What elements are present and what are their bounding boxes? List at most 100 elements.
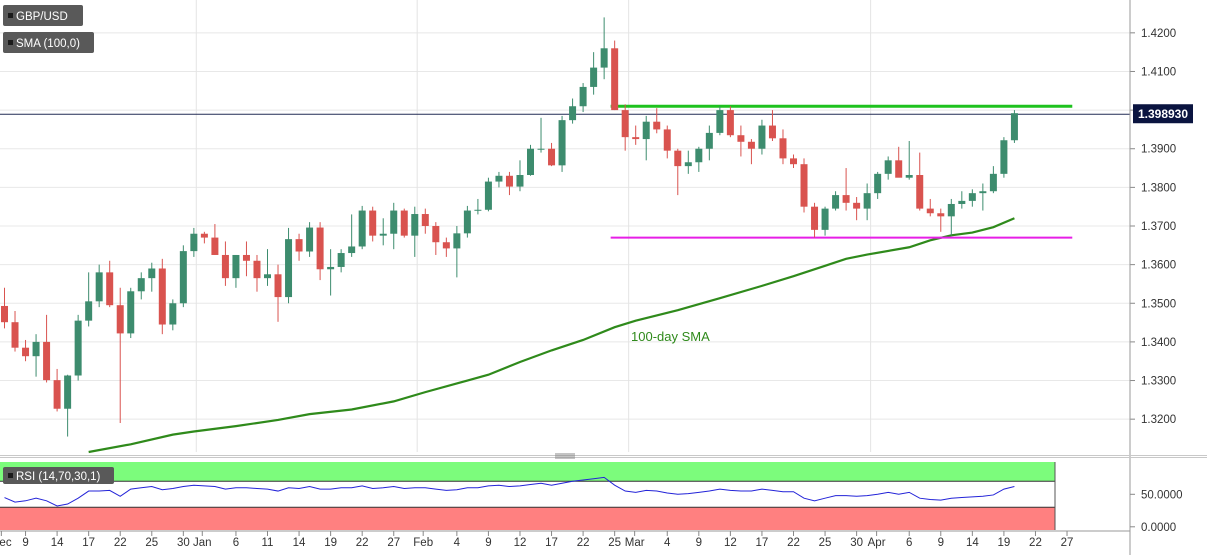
candle-body [421, 214, 429, 226]
legend-swatch [8, 40, 13, 45]
candle-body [842, 195, 850, 203]
rsi-line [4, 476, 1015, 507]
candle-body [632, 137, 640, 140]
rsi-y-tick-label: 0.0000 [1141, 522, 1176, 534]
candle-body [758, 125, 766, 149]
legend-box-sma [3, 32, 94, 53]
rsi-grid [0, 462, 1056, 530]
candle-body [453, 233, 461, 249]
x-tick-label: 27 [387, 537, 400, 549]
candle-body [137, 278, 145, 292]
candle-body [1010, 113, 1018, 141]
labels: GBP/USD SMA (100,0) RSI (14,70,30,1) 1.3989… [3, 5, 1193, 484]
candle-body [853, 202, 861, 209]
candle-body [737, 135, 745, 142]
candle-body [548, 148, 556, 166]
candle-body [316, 227, 324, 270]
y-tick-label: 1.3700 [1141, 221, 1176, 233]
x-tick-label: Feb [413, 537, 433, 549]
candle-body [579, 86, 587, 107]
candle-body [179, 251, 187, 304]
x-tick-label: 12 [514, 537, 527, 549]
candle-body [716, 110, 724, 133]
candle-body [358, 210, 366, 247]
candle-body [442, 242, 450, 249]
legend-sma-label: SMA (100,0) [16, 38, 80, 50]
candle-body [779, 138, 787, 159]
candle-body [221, 254, 229, 279]
candle-body [726, 110, 734, 136]
rsi-group [4, 476, 1015, 507]
candle-body [768, 125, 776, 139]
candle-body [600, 48, 608, 68]
y-tick-label: 1.3900 [1141, 144, 1176, 156]
x-tick-label: 27 [1061, 537, 1074, 549]
candle-body [22, 347, 30, 357]
candle-body [958, 200, 966, 204]
x-tick-label: 19 [324, 537, 337, 549]
y-tick-label: 1.3300 [1141, 376, 1176, 388]
candle-body [74, 320, 82, 376]
candle-body [390, 210, 398, 234]
candle-body [790, 158, 797, 165]
candle-body [158, 268, 166, 325]
x-tick-label: Dec [0, 537, 12, 549]
candle-body [32, 341, 40, 357]
x-tick-label: Jan [193, 537, 212, 549]
x-tick-label: Apr [868, 537, 886, 549]
x-tick-label: 4 [454, 537, 461, 549]
candle-body [211, 237, 219, 255]
candle-body [905, 175, 913, 178]
candle-body [916, 175, 924, 209]
candle-body [747, 141, 755, 149]
x-tick-label: 22 [787, 537, 800, 549]
x-tick-label: 22 [356, 537, 369, 549]
candle-body [516, 175, 524, 187]
price-tag-box [1133, 104, 1193, 124]
candle-body [232, 254, 240, 279]
candle-body [253, 260, 261, 279]
y-tick-label: 1.3500 [1141, 298, 1176, 310]
candle-body [537, 148, 545, 150]
x-tick-label: 14 [966, 537, 979, 549]
candle-body [295, 239, 303, 252]
candle-body [590, 67, 598, 87]
candle-body [811, 206, 819, 230]
x-tick-label: 9 [696, 537, 702, 549]
x-tick-label: 9 [938, 537, 944, 549]
candle-body [495, 175, 503, 182]
candle-body [642, 121, 650, 140]
x-tick-label: 6 [906, 537, 912, 549]
candle-body [1, 305, 8, 323]
candle-body [979, 191, 987, 194]
y-tick-label: 1.3200 [1141, 414, 1176, 426]
price-tag-label: 1.398930 [1138, 107, 1188, 121]
candle-body [400, 210, 408, 236]
sma-annotation-label: 100-day SMA [631, 329, 710, 344]
candle-body [611, 48, 619, 111]
candle-body [379, 233, 387, 236]
x-tick-label: 30 [850, 537, 863, 549]
candle-body [348, 246, 356, 254]
candle-body [306, 227, 314, 252]
candle-body [274, 274, 282, 298]
legend-swatch [8, 473, 13, 478]
candle-body [926, 208, 934, 214]
candle-body [148, 268, 156, 279]
rsi-title-label: RSI (14,70,30,1) [16, 471, 101, 483]
x-tick-label: 17 [545, 537, 558, 549]
candle-body [106, 272, 114, 306]
candle-body [505, 175, 513, 187]
candle-body [327, 266, 335, 270]
candle-body [369, 210, 377, 236]
candle-body [968, 193, 976, 201]
candle-body [264, 274, 271, 279]
y-tick-label: 1.3400 [1141, 337, 1176, 349]
y-tick-label: 1.3600 [1141, 260, 1176, 272]
candle-body [527, 148, 534, 176]
candle-body [200, 233, 208, 238]
legend-swatch [8, 13, 13, 18]
